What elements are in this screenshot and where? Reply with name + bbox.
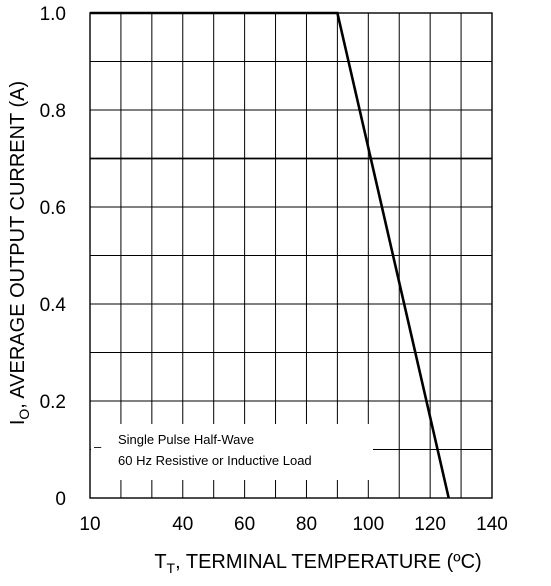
- annotation-dash: –: [94, 439, 102, 454]
- x-tick-labels: 10 40 60 80 100 120 140: [79, 514, 507, 535]
- y-tick-label: 0.2: [40, 392, 66, 413]
- x-axis-label-main: T: [154, 551, 166, 573]
- x-axis-label-sub: T: [167, 560, 176, 576]
- x-tick-label: 80: [296, 514, 317, 535]
- x-tick-label: 60: [234, 514, 255, 535]
- y-axis-label: IO, AVERAGE OUTPUT CURRENT (A): [7, 81, 32, 425]
- y-tick-label: 0.6: [40, 198, 66, 219]
- annotation: – Single Pulse Half-Wave 60 Hz Resistive…: [91, 424, 373, 480]
- x-tick-label: 10: [79, 514, 100, 535]
- grid-layer: [90, 13, 492, 498]
- series-layer: [90, 11, 450, 499]
- y-tick-label: 1.0: [40, 4, 66, 25]
- x-axis-label-rest: , TERMINAL TEMPERATURE (ºC): [175, 551, 482, 573]
- annotation-line-2: 60 Hz Resistive or Inductive Load: [118, 453, 312, 468]
- y-axis-label-main: I: [7, 420, 29, 426]
- y-axis-label-sub: O: [16, 409, 32, 420]
- y-tick-label: 0: [55, 489, 66, 510]
- y-axis-label-rest: , AVERAGE OUTPUT CURRENT (A): [7, 81, 29, 409]
- x-axis-label: TT, TERMINAL TEMPERATURE (ºC): [154, 551, 481, 576]
- y-tick-labels: 0 0.2 0.4 0.6 0.8 1.0: [40, 4, 67, 510]
- x-tick-label: 120: [414, 514, 446, 535]
- series-line: [90, 11, 450, 499]
- annotation-background: [91, 424, 373, 480]
- y-tick-label: 0.8: [40, 101, 66, 122]
- y-tick-label: 0.4: [40, 295, 67, 316]
- x-tick-label: 40: [172, 514, 193, 535]
- annotation-line-1: Single Pulse Half-Wave: [118, 432, 254, 447]
- x-tick-label: 100: [352, 514, 384, 535]
- x-tick-label: 140: [476, 514, 508, 535]
